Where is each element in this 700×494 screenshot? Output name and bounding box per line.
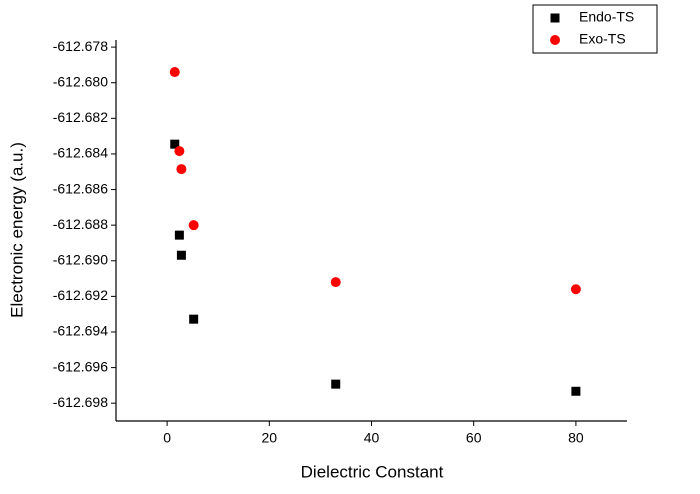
- x-tick-label: 40: [364, 430, 380, 446]
- x-tick-label: 20: [262, 430, 278, 446]
- y-tick-label: -612.678: [53, 38, 108, 54]
- point: [571, 386, 581, 396]
- legend-box: [532, 4, 658, 54]
- y-tick-label: -612.694: [53, 323, 108, 339]
- legend-marker: [550, 35, 560, 45]
- legend-marker: [550, 13, 560, 23]
- point: [331, 379, 341, 389]
- point: [174, 230, 184, 240]
- legend-label: Endo-TS: [579, 9, 634, 25]
- point: [169, 67, 180, 78]
- y-axis-title: Electronic energy (a.u.): [7, 142, 26, 318]
- point: [170, 139, 180, 149]
- y-tick-label: -612.680: [53, 73, 108, 89]
- point: [174, 146, 185, 157]
- y-tick-label: -612.692: [53, 287, 108, 303]
- point: [188, 220, 199, 231]
- y-tick-label: -612.688: [53, 216, 108, 232]
- x-tick-label: 0: [163, 430, 171, 446]
- y-tick-label: -612.682: [53, 109, 108, 125]
- point: [176, 250, 186, 260]
- legend-label: Exo-TS: [579, 31, 626, 47]
- point: [330, 277, 341, 288]
- y-tick-label: -612.686: [53, 180, 108, 196]
- x-tick-label: 80: [568, 430, 584, 446]
- y-tick-label: -612.690: [53, 251, 108, 267]
- x-tick-label: 60: [466, 430, 482, 446]
- x-axis-title: Dielectric Constant: [301, 462, 444, 481]
- point: [176, 164, 187, 175]
- y-tick-label: -612.696: [53, 358, 108, 374]
- y-tick-label: -612.698: [53, 394, 108, 410]
- point: [570, 284, 581, 295]
- y-tick-label: -612.684: [53, 145, 108, 161]
- point: [189, 314, 199, 324]
